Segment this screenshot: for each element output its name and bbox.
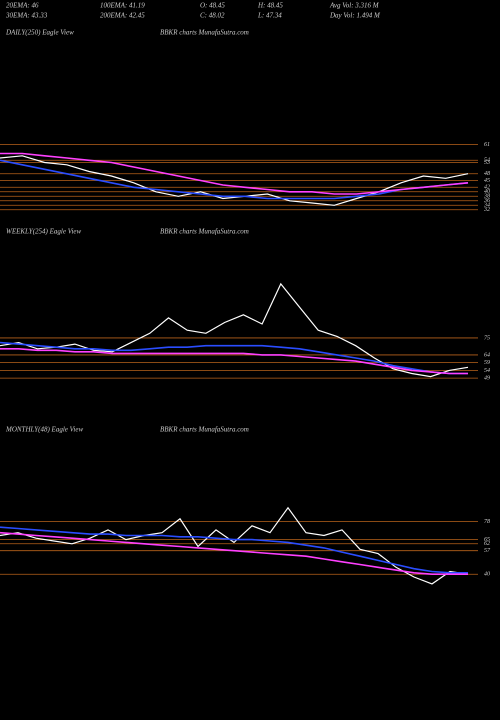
level-label: 78 (484, 519, 490, 525)
level-label: 49 (484, 374, 490, 381)
header-stat: 200EMA: 42.45 (100, 12, 145, 20)
level-label: 40 (484, 188, 490, 195)
level-label: 64 (484, 351, 490, 358)
panel-title: WEEKLY(254) Eagle View (6, 228, 81, 236)
level-label: 34 (483, 202, 490, 209)
panel-title: MONTHLY(48) Eagle View (5, 426, 83, 434)
level-label: 54 (484, 367, 490, 374)
price-line (0, 152, 469, 195)
price-line (0, 348, 468, 375)
panel-subtitle: BBKR charts MunafaSutra.com (160, 29, 249, 37)
level-label: 42 (484, 184, 490, 191)
panel-subtitle: BBKR charts MunafaSutra.com (160, 228, 249, 236)
level-label: 32 (483, 207, 490, 213)
price-line (0, 341, 468, 375)
header-stat: 20EMA: 46 (6, 2, 39, 10)
price-line (0, 155, 469, 206)
level-label: 57 (484, 548, 491, 554)
header-stat: 100EMA: 41.19 (100, 2, 145, 10)
price-line (0, 506, 469, 585)
price-line (0, 526, 468, 574)
price-line (0, 531, 468, 575)
header-stat: C: 48.02 (200, 12, 225, 20)
price-line (0, 159, 469, 200)
level-label: 53 (484, 160, 490, 166)
header-stat: H: 48.45 (257, 2, 283, 10)
header-stat: O: 48.45 (200, 2, 225, 10)
level-label: 75 (484, 335, 490, 341)
level-label: 65 (484, 537, 490, 543)
header-stat: L: 47.34 (257, 12, 282, 20)
panel-title: DAILY(250) Eagle View (5, 29, 74, 37)
level-label: 62 (484, 541, 490, 547)
level-label: 45 (484, 177, 490, 184)
level-label: 38 (483, 194, 490, 200)
header-stat: Avg Vol: 3.316 M (329, 2, 380, 10)
header-stat: 30EMA: 43.33 (5, 12, 48, 20)
level-label: 40 (484, 571, 490, 578)
level-label: 59 (484, 360, 490, 366)
level-label: 36 (483, 198, 490, 204)
header-stat: Day Vol: 1.494 M (329, 12, 381, 20)
level-label: 61 (484, 142, 490, 148)
level-label: 48 (484, 170, 490, 177)
level-label: 54 (484, 157, 490, 164)
panel-subtitle: BBKR charts MunafaSutra.com (160, 426, 249, 434)
